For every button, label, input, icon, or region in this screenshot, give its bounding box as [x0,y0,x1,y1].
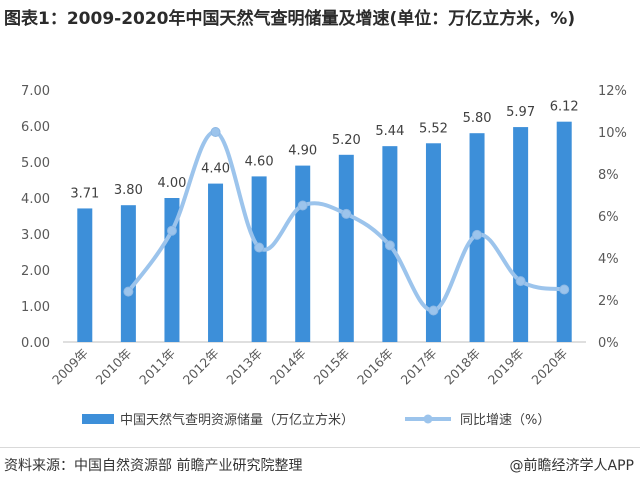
growth-rate-point [166,225,177,236]
bar [77,208,93,342]
legend-bar-swatch [82,414,114,424]
source-note: 资料来源：中国自然资源部 前瞻产业研究院整理 [4,458,303,474]
growth-rate-point [297,200,308,211]
x-tick-label: 2012年 [180,346,222,388]
y-right-tick-label: 4% [598,252,619,267]
bar [295,165,311,342]
y-right-tick-label: 2% [598,294,619,309]
x-tick-label: 2011年 [136,346,178,388]
legend-bar-label: 中国天然气查明资源储量（万亿立方米） [120,412,354,428]
growth-rate-point [428,305,439,316]
y-right-tick-label: 6% [598,210,619,225]
bar-value-label: 4.90 [288,144,317,159]
x-tick-label: 2015年 [310,346,352,388]
growth-rate-point [123,286,134,297]
growth-rate-point [210,127,221,137]
bar-value-label: 4.00 [157,176,186,191]
bar-value-label: 3.71 [70,186,99,201]
chart-title: 图表1：2009-2020年中国天然气查明储量及增速(单位：万亿立方米，%) [4,9,576,29]
chart-canvas: 0.00 1.00 2.00 3.00 4.00 5.00 6.00 7.00 0% 2% 4% 6%… [21,84,627,428]
y-right-tick-label: 0% [598,336,619,351]
y-left-tick-label: 1.00 [21,300,50,315]
bar [251,176,267,342]
publisher-credit: @前瞻经济学人APP [509,458,634,474]
y-left-tick-label: 4.00 [21,192,50,207]
x-tick-label: 2017年 [398,346,440,388]
bar-value-label: 5.52 [419,121,448,136]
x-tick-label: 2009年 [49,346,91,388]
y-left-tick-label: 3.00 [21,228,50,243]
y-left-tick-label: 6.00 [21,120,50,135]
legend-line-marker [423,414,433,424]
x-tick-label: 2019年 [485,346,527,388]
y-left-tick-label: 2.00 [21,264,50,279]
x-tick-label: 2018年 [441,346,483,388]
y-right-tick-label: 12% [598,84,627,99]
growth-rate-point [254,242,265,253]
growth-rate-point [472,229,483,240]
bar-value-label: 5.97 [506,105,535,120]
bar [338,154,354,342]
bar [208,183,224,342]
x-tick-label: 2013年 [223,346,265,388]
legend-line-label: 同比增速（%） [460,413,550,428]
bar [425,143,441,342]
growth-rate-point [515,276,526,287]
bar-value-label: 5.44 [375,124,404,139]
y-right-tick-label: 10% [598,126,627,141]
bar-value-label: 5.80 [463,111,492,126]
y-left-tick-label: 5.00 [21,156,50,171]
x-tick-label: 2016年 [354,346,396,388]
bar-value-label: 4.40 [201,162,230,177]
growth-rate-point [384,240,395,251]
bar-value-label: 3.80 [114,183,143,198]
bar [120,205,136,342]
x-tick-label: 2014年 [267,346,309,388]
bar-value-label: 6.12 [550,100,579,115]
y-left-tick-label: 7.00 [21,84,50,99]
x-tick-label: 2010年 [93,346,135,388]
x-tick-label: 2020年 [528,346,570,388]
growth-rate-point [341,208,352,219]
growth-rate-point [559,284,570,295]
y-left-tick-label: 0.00 [21,336,50,351]
footer-divider [0,447,640,448]
bar-value-label: 4.60 [245,154,274,169]
bar-value-label: 5.20 [332,133,361,148]
bar [513,127,529,342]
y-right-tick-label: 8% [598,168,619,183]
bar [556,121,572,343]
